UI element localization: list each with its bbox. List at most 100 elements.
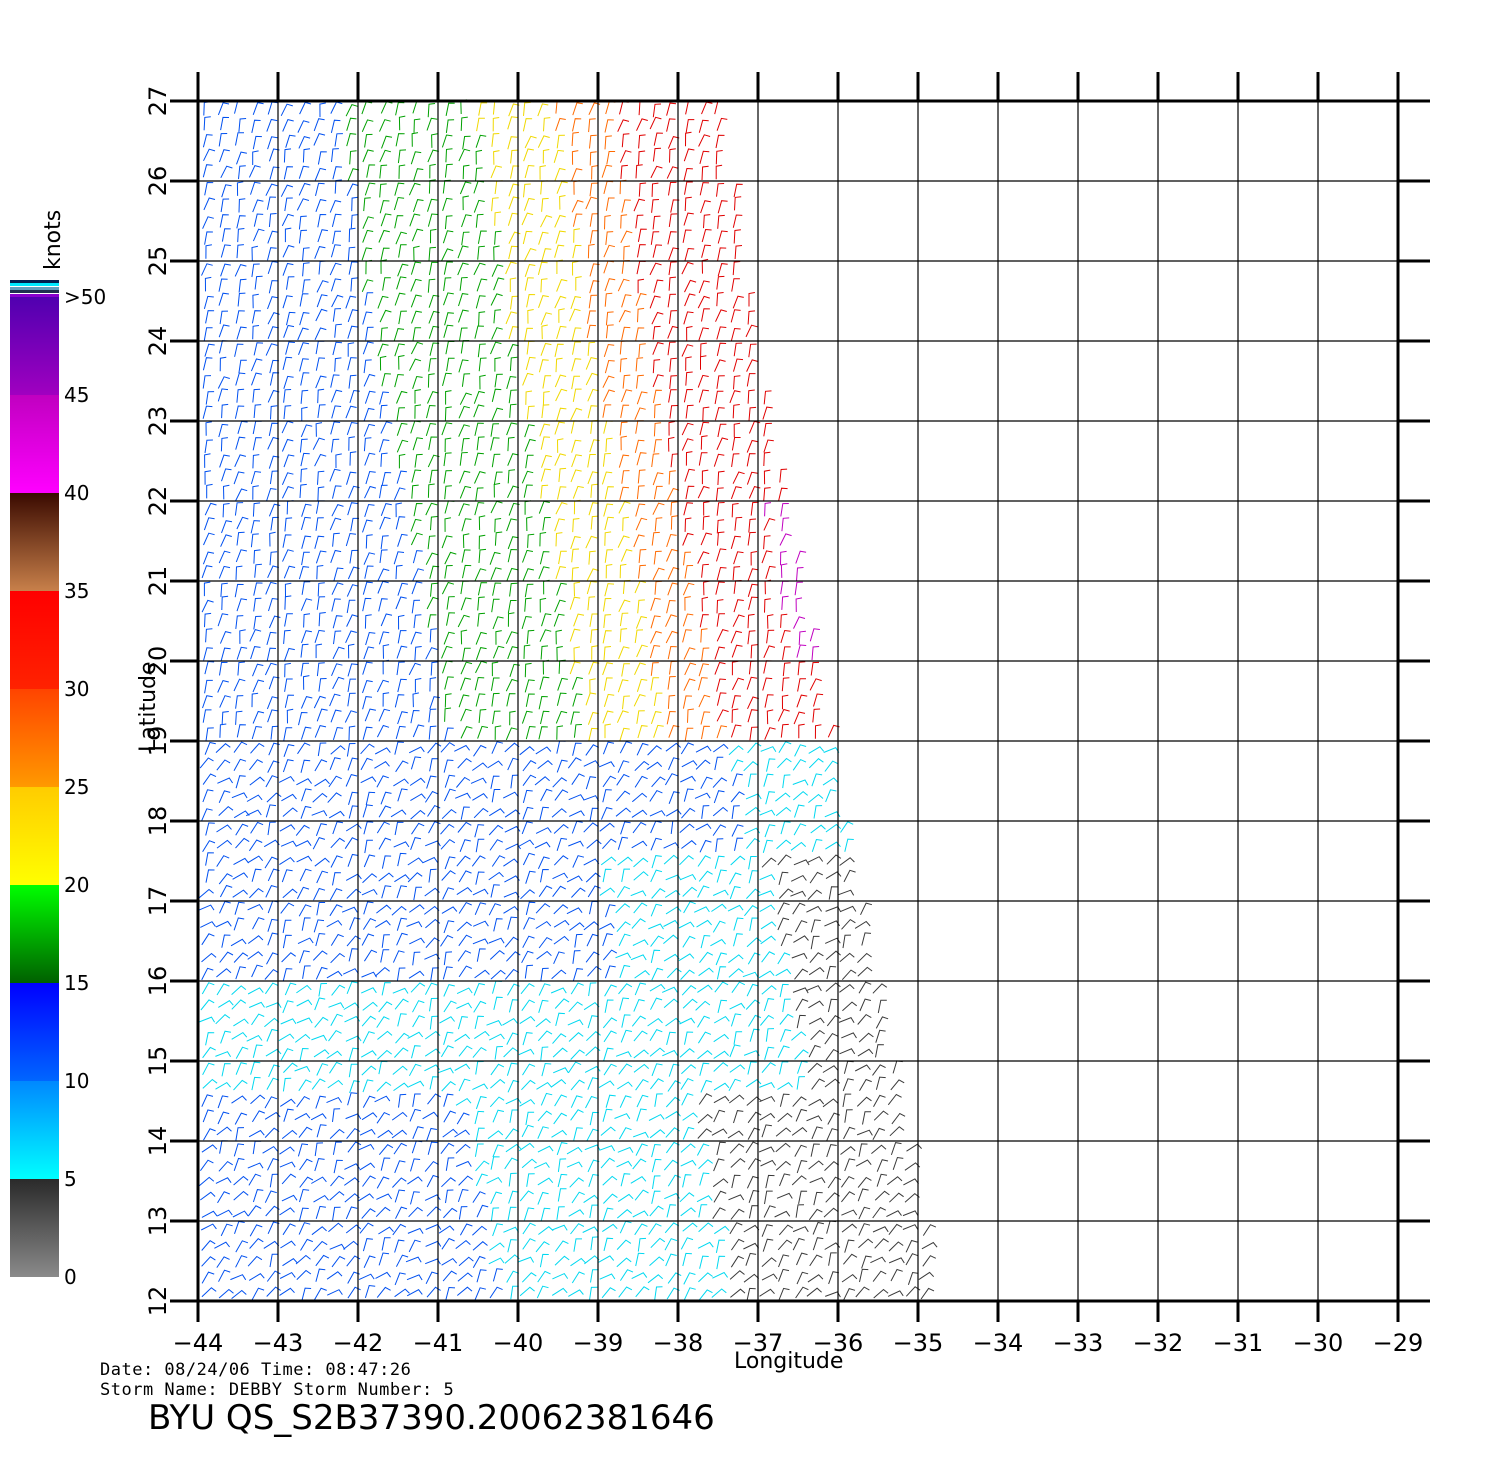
wind-barb bbox=[234, 583, 244, 598]
wind-barb bbox=[589, 1204, 598, 1218]
wind-barb bbox=[462, 647, 471, 662]
wind-barb bbox=[472, 888, 489, 896]
wind-barb bbox=[470, 777, 487, 784]
wind-barb bbox=[217, 388, 229, 402]
wind-barb bbox=[653, 485, 663, 500]
wind-barb bbox=[362, 341, 374, 355]
wind-barb bbox=[730, 791, 745, 803]
wind-barb bbox=[395, 101, 405, 116]
wind-barb bbox=[457, 950, 472, 962]
wind-barb bbox=[296, 1095, 311, 1108]
wind-barb bbox=[425, 1030, 441, 1040]
wind-barb bbox=[494, 180, 503, 195]
wind-barb bbox=[590, 1269, 599, 1283]
wind-barb bbox=[570, 982, 584, 995]
wind-barb bbox=[395, 760, 409, 773]
wind-barb bbox=[311, 1226, 327, 1236]
wind-barb bbox=[715, 1239, 726, 1253]
wind-barb bbox=[781, 517, 790, 532]
wind-barb bbox=[474, 1287, 487, 1300]
wind-barb bbox=[201, 263, 213, 276]
wind-barb bbox=[254, 275, 263, 290]
wind-barb bbox=[472, 1241, 488, 1251]
wind-barb bbox=[507, 916, 518, 930]
wind-barb bbox=[412, 692, 419, 708]
wind-barb bbox=[573, 646, 580, 662]
wind-barb bbox=[841, 1223, 858, 1233]
wind-barb bbox=[266, 118, 278, 132]
wind-barb bbox=[344, 1177, 360, 1186]
wind-barb bbox=[670, 199, 680, 213]
wind-barb bbox=[235, 1062, 248, 1075]
wind-barb bbox=[861, 1255, 872, 1269]
wind-barb bbox=[813, 693, 824, 707]
wind-barb bbox=[902, 1210, 919, 1217]
wind-barb bbox=[410, 261, 422, 275]
wind-barb bbox=[427, 1141, 438, 1155]
wind-barb bbox=[298, 1222, 311, 1235]
wind-barb bbox=[553, 823, 569, 834]
wind-barb bbox=[204, 612, 212, 628]
wind-barb bbox=[248, 1173, 262, 1186]
wind-barb bbox=[585, 357, 598, 370]
wind-barb bbox=[362, 1095, 376, 1108]
legend-value-label: >50 bbox=[64, 285, 106, 309]
wind-barb bbox=[872, 1064, 886, 1076]
wind-barb bbox=[299, 1047, 309, 1062]
wind-barb bbox=[702, 406, 710, 421]
wind-barb bbox=[729, 1143, 745, 1154]
wind-barb bbox=[728, 1078, 741, 1092]
wind-barb bbox=[410, 518, 422, 532]
wind-barb bbox=[234, 1220, 245, 1234]
wind-barb bbox=[363, 437, 372, 452]
wind-barb bbox=[536, 950, 552, 960]
wind-barb bbox=[475, 838, 485, 853]
wind-barb bbox=[590, 515, 599, 530]
wind-barb bbox=[204, 231, 213, 245]
wind-barb bbox=[300, 424, 313, 438]
wind-barb bbox=[206, 483, 213, 499]
wind-barb bbox=[397, 788, 408, 802]
wind-barb bbox=[233, 857, 249, 866]
wind-barb bbox=[539, 551, 550, 565]
wind-barb bbox=[652, 103, 662, 118]
wind-barb bbox=[397, 711, 408, 725]
wind-barb bbox=[264, 1017, 280, 1028]
wind-barb bbox=[462, 164, 470, 180]
wind-barb bbox=[423, 905, 440, 915]
wind-barb bbox=[633, 857, 649, 868]
wind-barb bbox=[280, 103, 293, 117]
lon-tick-label: −41 bbox=[413, 1329, 464, 1357]
wind-barb bbox=[328, 810, 345, 819]
wind-barb bbox=[527, 533, 535, 548]
wind-barb bbox=[761, 985, 777, 995]
wind-barb bbox=[573, 180, 580, 195]
wind-barb bbox=[395, 1254, 409, 1267]
wind-barb bbox=[201, 933, 215, 946]
wind-barb bbox=[331, 598, 341, 612]
wind-barb bbox=[330, 119, 341, 134]
wind-barb bbox=[555, 230, 566, 244]
wind-barb bbox=[621, 326, 631, 341]
wind-barb bbox=[359, 1222, 374, 1234]
wind-barb bbox=[633, 999, 645, 1012]
wind-barb bbox=[682, 229, 692, 243]
wind-barb bbox=[588, 502, 599, 516]
wind-barb bbox=[253, 597, 262, 612]
wind-barb bbox=[221, 1063, 231, 1077]
wind-barb bbox=[198, 888, 214, 899]
wind-barb bbox=[700, 355, 707, 370]
wind-barb bbox=[311, 810, 328, 817]
wind-barb bbox=[205, 391, 215, 405]
wind-barb bbox=[396, 917, 408, 931]
wind-barb bbox=[333, 567, 344, 581]
wind-barb bbox=[414, 404, 422, 419]
wind-barb bbox=[364, 292, 374, 306]
wind-barb bbox=[410, 756, 422, 770]
wind-barb bbox=[458, 1256, 474, 1267]
wind-barb bbox=[428, 821, 441, 834]
wind-barb bbox=[603, 1237, 614, 1252]
wind-barb bbox=[268, 597, 279, 612]
wind-barb bbox=[217, 1191, 230, 1204]
wind-barb bbox=[761, 1224, 773, 1237]
